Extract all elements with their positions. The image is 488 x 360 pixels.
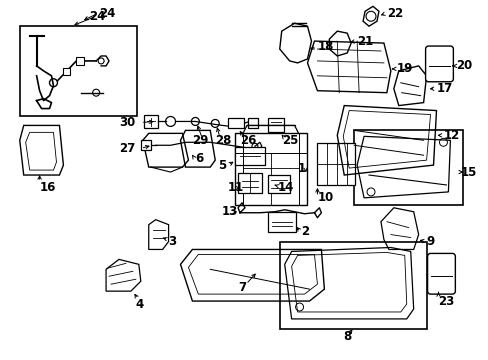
Bar — [235, 147, 264, 165]
Text: 7: 7 — [238, 281, 245, 294]
Text: 27: 27 — [119, 142, 135, 155]
Text: 19: 19 — [396, 62, 412, 75]
Bar — [279, 242, 426, 329]
Text: 8: 8 — [343, 330, 351, 343]
Text: 24: 24 — [89, 10, 105, 23]
Text: 17: 17 — [436, 82, 452, 95]
Text: 11: 11 — [228, 181, 244, 194]
Text: 24: 24 — [99, 7, 115, 20]
Text: 18: 18 — [317, 40, 333, 53]
Text: 20: 20 — [455, 59, 471, 72]
Text: 9: 9 — [426, 235, 434, 248]
Text: 1: 1 — [297, 162, 305, 175]
Bar — [353, 130, 462, 205]
FancyBboxPatch shape — [427, 253, 454, 294]
Text: 23: 23 — [438, 294, 454, 307]
Text: 25: 25 — [281, 134, 298, 147]
Bar — [20, 26, 137, 116]
Bar — [238, 173, 262, 193]
Text: 29: 29 — [192, 134, 208, 147]
Text: 21: 21 — [356, 35, 373, 48]
Text: 26: 26 — [240, 134, 256, 147]
Text: 6: 6 — [195, 152, 203, 165]
Text: 30: 30 — [119, 116, 135, 129]
FancyBboxPatch shape — [425, 46, 452, 82]
Text: 28: 28 — [215, 134, 231, 147]
Bar — [76, 57, 84, 65]
Text: 4: 4 — [136, 297, 144, 311]
Text: 14: 14 — [277, 181, 293, 194]
Text: 3: 3 — [168, 235, 176, 248]
Bar — [267, 118, 283, 132]
Bar — [317, 143, 354, 185]
Text: 2: 2 — [301, 225, 309, 238]
Bar — [63, 68, 70, 75]
Bar — [235, 133, 306, 205]
Bar — [247, 118, 257, 129]
Text: 12: 12 — [443, 129, 459, 142]
Text: 22: 22 — [386, 7, 402, 20]
Text: 5: 5 — [218, 159, 226, 172]
Text: 13: 13 — [222, 205, 238, 218]
Text: 10: 10 — [317, 192, 333, 204]
Bar — [267, 175, 289, 193]
Text: 15: 15 — [459, 166, 476, 179]
Bar — [143, 114, 157, 129]
Bar — [141, 140, 150, 150]
Bar — [267, 212, 295, 231]
Text: 16: 16 — [40, 181, 56, 194]
Bar — [228, 118, 244, 129]
